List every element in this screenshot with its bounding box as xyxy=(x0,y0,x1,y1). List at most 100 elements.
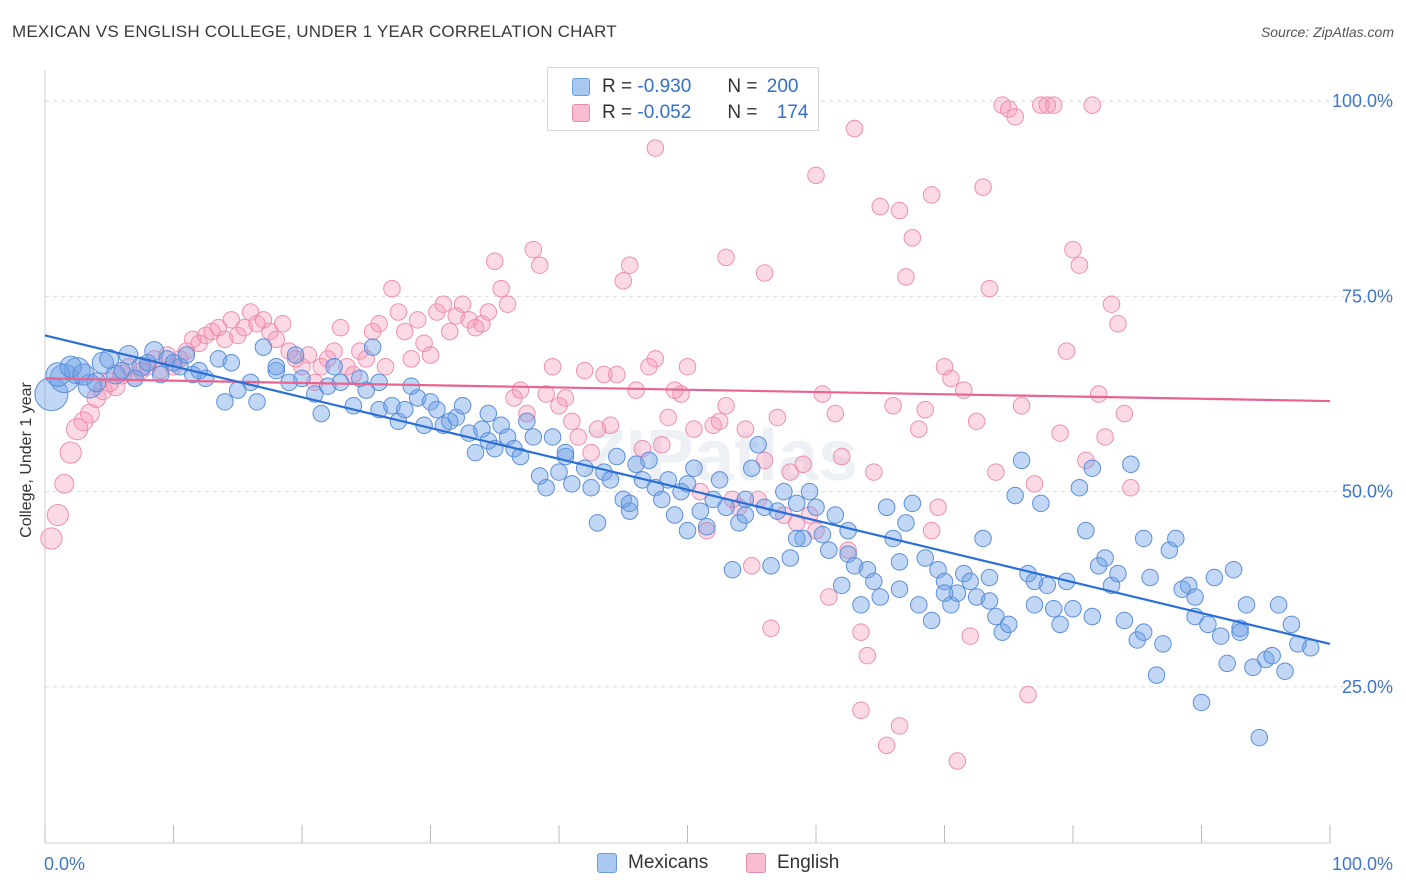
mexicans-point xyxy=(126,369,144,388)
mexicans-point xyxy=(466,443,485,462)
mexicans-point xyxy=(524,428,543,446)
english-point xyxy=(408,311,427,329)
legend-item-mexicans[interactable]: Mexicans xyxy=(597,852,708,874)
mexicans-point xyxy=(897,514,915,532)
mexicans-point xyxy=(537,478,555,497)
english-point xyxy=(479,303,498,321)
english-point xyxy=(421,346,440,364)
english-point xyxy=(54,473,75,494)
mexicans-point xyxy=(177,346,196,364)
english-point xyxy=(543,357,562,376)
y-axis-title: College, Under 1 year xyxy=(18,382,35,538)
mexicans-point xyxy=(45,362,71,387)
series-legend: Mexicans English xyxy=(0,852,1406,878)
english-point xyxy=(762,619,780,638)
mexicans-point xyxy=(267,357,286,376)
n-label: N = xyxy=(727,102,758,123)
mexicans-point xyxy=(922,611,941,630)
english-point xyxy=(1083,96,1102,114)
english-point xyxy=(852,701,870,720)
mexicans-point xyxy=(453,396,472,415)
english-point xyxy=(698,521,716,540)
mexicans-point xyxy=(286,346,305,364)
english-point xyxy=(1102,295,1121,314)
english-point xyxy=(441,322,459,341)
mexicans-point xyxy=(479,404,498,423)
english-points xyxy=(40,96,1140,770)
english-point xyxy=(852,623,870,641)
mexicans-point xyxy=(794,529,812,548)
mexicans-point xyxy=(691,502,710,520)
english-point xyxy=(845,119,864,138)
english-point xyxy=(267,330,286,349)
mexicans-point xyxy=(441,412,459,431)
english-point xyxy=(1070,256,1089,274)
english-point xyxy=(434,295,453,314)
x-tick-label-min: 0.0% xyxy=(44,854,85,874)
english-point xyxy=(781,463,800,481)
y-tick-label: 75.0% xyxy=(1342,286,1393,306)
mexicans-point xyxy=(325,357,343,376)
mexicans-point xyxy=(1269,596,1288,614)
english-point xyxy=(453,295,472,314)
source-label: Source: ZipAtlas.com xyxy=(1260,24,1394,40)
english-point xyxy=(659,408,677,427)
mexicans-point xyxy=(588,514,607,532)
english-point xyxy=(890,201,909,220)
mexicans-point xyxy=(608,447,626,466)
r-label: R = xyxy=(602,102,633,123)
mexicans-point xyxy=(1263,646,1281,665)
english-point xyxy=(974,178,992,196)
mexicans-point xyxy=(781,549,800,567)
english-point xyxy=(524,240,543,259)
y-tick-label: 25.0% xyxy=(1342,677,1393,697)
english-point xyxy=(627,381,645,399)
mexicans-point xyxy=(698,518,716,536)
english-point xyxy=(402,350,420,368)
mexicans-point xyxy=(1276,662,1294,680)
english-point xyxy=(492,279,510,298)
mexicans-point xyxy=(820,541,838,559)
mexicans-point xyxy=(1064,599,1082,618)
english-point xyxy=(826,404,845,423)
mexicans-point xyxy=(1186,588,1204,606)
english-point xyxy=(646,350,665,368)
mexicans-point xyxy=(871,588,890,606)
english-point xyxy=(653,436,671,454)
english-point xyxy=(877,736,896,755)
mexicans-point xyxy=(370,373,388,392)
english-point xyxy=(370,315,388,333)
english-point xyxy=(820,588,838,606)
legend-item-english[interactable]: English xyxy=(746,852,839,874)
mexicans-point xyxy=(1192,693,1211,712)
mexicans-point xyxy=(710,471,729,489)
n-label: N = xyxy=(727,76,758,97)
mexicans-point xyxy=(402,377,420,395)
mexicans-swatch xyxy=(572,78,590,96)
mexicans-point xyxy=(575,459,594,477)
mexicans-point xyxy=(1231,623,1249,641)
mexicans-point xyxy=(1167,529,1185,548)
mexicans-point xyxy=(1301,639,1320,657)
mexicans-point xyxy=(800,482,819,501)
mexicans-point xyxy=(1051,615,1069,634)
english-point xyxy=(46,503,69,527)
english-point xyxy=(832,447,851,466)
mexicans-point xyxy=(222,354,241,372)
mexicans-point xyxy=(582,478,600,497)
english-point xyxy=(710,412,729,431)
english-point xyxy=(537,385,555,403)
english-point xyxy=(865,463,883,481)
english-point xyxy=(80,403,100,424)
mexicans-point xyxy=(1109,564,1127,583)
mexicans-point xyxy=(1077,521,1095,540)
english-point xyxy=(383,279,401,298)
english-point xyxy=(498,295,517,314)
english-point xyxy=(396,322,414,341)
english-point xyxy=(1006,108,1024,126)
mexicans-point xyxy=(1083,459,1102,477)
mexicans-point xyxy=(980,592,999,610)
english-point xyxy=(511,381,530,399)
mexicans-legend-label: Mexicans xyxy=(628,852,709,873)
english-point xyxy=(685,420,703,438)
